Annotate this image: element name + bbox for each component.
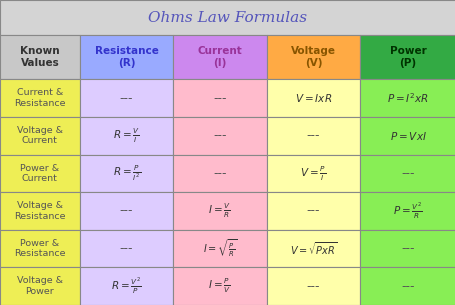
Text: ---: --- <box>306 204 319 217</box>
Bar <box>0 267 80 305</box>
Bar <box>266 155 359 192</box>
Text: $R = \frac{V}{I}$: $R = \frac{V}{I}$ <box>113 127 140 145</box>
Text: $V = \sqrt{PxR}$: $V = \sqrt{PxR}$ <box>289 240 337 257</box>
Text: ---: --- <box>213 167 226 180</box>
Text: ---: --- <box>306 280 319 293</box>
Bar <box>80 155 173 192</box>
Bar <box>359 117 455 155</box>
Bar <box>359 230 455 267</box>
Text: ---: --- <box>120 204 133 217</box>
Text: ---: --- <box>120 242 133 255</box>
Bar <box>359 267 455 305</box>
Bar <box>80 35 173 79</box>
Text: Current &
Resistance: Current & Resistance <box>14 88 66 108</box>
Bar <box>173 155 266 192</box>
Text: $V = IxR$: $V = IxR$ <box>294 92 331 104</box>
Bar <box>0 79 80 117</box>
Bar <box>0 230 80 267</box>
Bar <box>359 79 455 117</box>
Bar <box>0 35 80 79</box>
Bar <box>80 79 173 117</box>
Text: ---: --- <box>213 92 226 105</box>
Text: Voltage &
Resistance: Voltage & Resistance <box>14 201 66 221</box>
Text: Resistance
(R): Resistance (R) <box>94 46 158 68</box>
Text: ---: --- <box>400 167 414 180</box>
Text: Voltage
(V): Voltage (V) <box>290 46 335 68</box>
Bar <box>173 192 266 230</box>
Bar <box>266 79 359 117</box>
Text: $R = \frac{V^{2}}{P}$: $R = \frac{V^{2}}{P}$ <box>111 276 142 296</box>
Text: $I = \sqrt{\frac{P}{R}}$: $I = \sqrt{\frac{P}{R}}$ <box>202 238 237 260</box>
Text: Voltage &
Current: Voltage & Current <box>17 126 63 145</box>
Text: $P = I^{2}xR$: $P = I^{2}xR$ <box>386 91 428 105</box>
Text: $V = \frac{P}{I}$: $V = \frac{P}{I}$ <box>300 164 326 183</box>
Text: ---: --- <box>400 242 414 255</box>
Bar <box>0 0 455 35</box>
Text: $I = \frac{P}{V}$: $I = \frac{P}{V}$ <box>208 277 231 296</box>
Bar <box>80 192 173 230</box>
Bar <box>80 267 173 305</box>
Bar <box>173 79 266 117</box>
Bar <box>266 35 359 79</box>
Bar <box>359 35 455 79</box>
Text: $I = \frac{V}{R}$: $I = \frac{V}{R}$ <box>208 202 231 220</box>
Bar <box>266 117 359 155</box>
Bar <box>173 267 266 305</box>
Text: Power &
Current: Power & Current <box>20 164 59 183</box>
Bar <box>266 230 359 267</box>
Bar <box>0 117 80 155</box>
Text: Current
(I): Current (I) <box>197 46 242 68</box>
Text: Ohms Law Formulas: Ohms Law Formulas <box>148 11 307 24</box>
Text: Known
Values: Known Values <box>20 46 60 68</box>
Bar <box>80 230 173 267</box>
Bar <box>173 117 266 155</box>
Text: $P = VxI$: $P = VxI$ <box>389 130 426 142</box>
Bar <box>0 155 80 192</box>
Text: ---: --- <box>400 280 414 293</box>
Bar <box>80 117 173 155</box>
Bar <box>266 267 359 305</box>
Text: ---: --- <box>213 129 226 142</box>
Text: ---: --- <box>306 129 319 142</box>
Text: Power
(P): Power (P) <box>389 46 425 68</box>
Text: $P = \frac{V^{2}}{R}$: $P = \frac{V^{2}}{R}$ <box>392 201 422 221</box>
Bar <box>0 192 80 230</box>
Text: $R = \frac{P}{I^{2}}$: $R = \frac{P}{I^{2}}$ <box>112 163 140 183</box>
Bar <box>359 192 455 230</box>
Bar <box>173 35 266 79</box>
Text: Voltage &
Power: Voltage & Power <box>17 277 63 296</box>
Text: ---: --- <box>120 92 133 105</box>
Bar <box>173 230 266 267</box>
Bar <box>359 155 455 192</box>
Text: Power &
Resistance: Power & Resistance <box>14 239 66 258</box>
Bar <box>266 192 359 230</box>
